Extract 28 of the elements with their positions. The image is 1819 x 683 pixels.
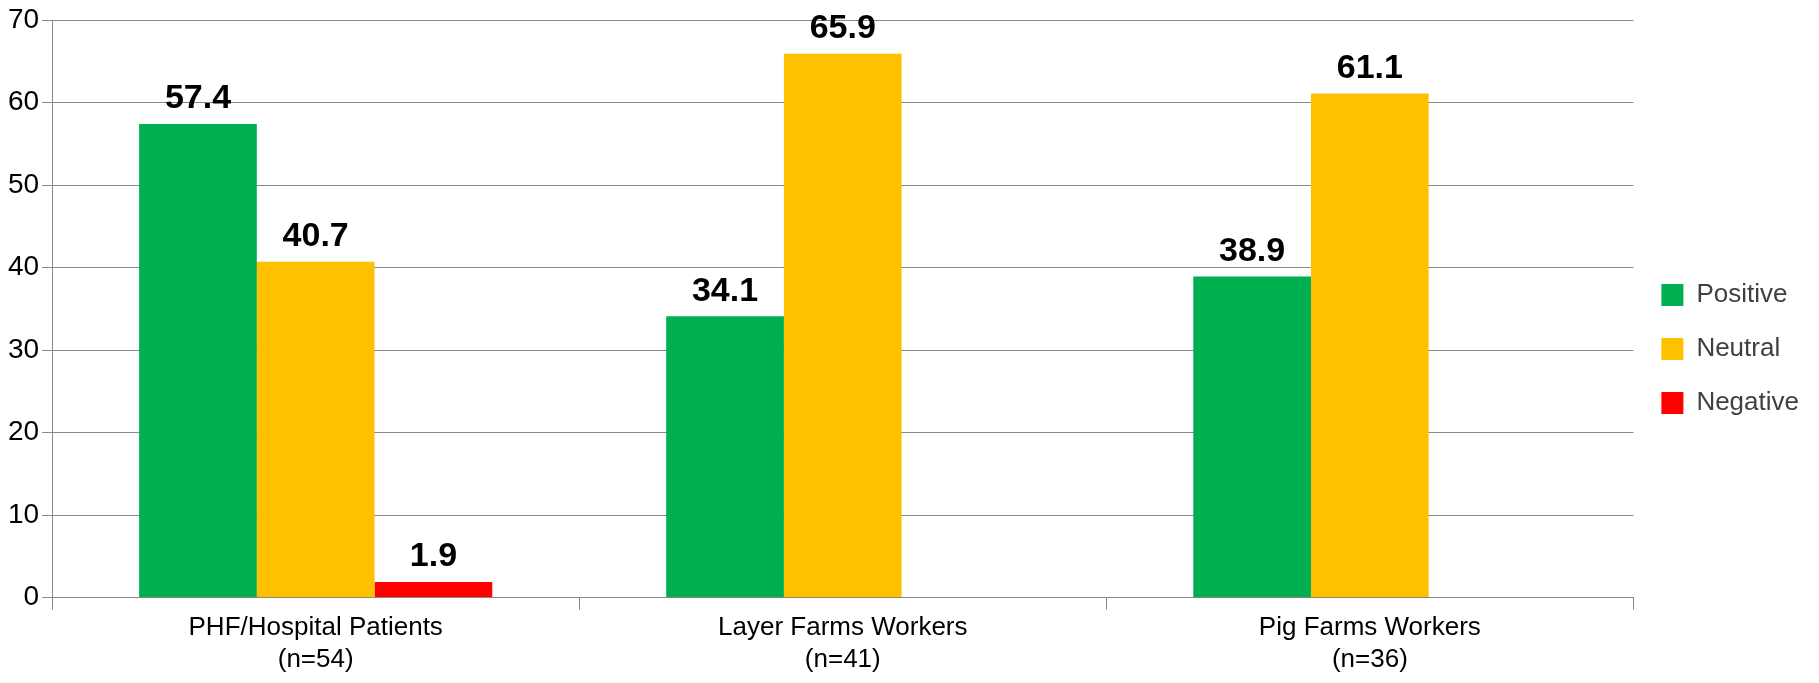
- bar: [374, 581, 493, 598]
- data-label: 57.4: [164, 77, 232, 116]
- y-tick-label: 0: [23, 580, 40, 612]
- legend-label: Positive: [1696, 278, 1788, 309]
- data-label: 65.9: [809, 7, 876, 46]
- y-tick-label: 40: [7, 250, 40, 282]
- y-tick-label: 20: [7, 415, 40, 447]
- bar: [783, 53, 902, 598]
- data-label: 38.9: [1219, 229, 1286, 268]
- x-tick-label: PHF/Hospital Patients (n=54): [188, 611, 443, 673]
- y-tick-label: 70: [7, 2, 40, 34]
- data-label: 1.9: [409, 535, 458, 574]
- bar: [666, 316, 784, 598]
- x-tick-label: Layer Farms Workers (n=41): [718, 611, 968, 673]
- y-tick-label: 50: [7, 167, 40, 199]
- bar: [256, 261, 375, 598]
- y-tick-label: 60: [7, 85, 40, 117]
- legend-label: Negative: [1696, 386, 1800, 417]
- data-label: 61.1: [1336, 46, 1403, 85]
- bar: [1193, 276, 1311, 598]
- bar: [139, 123, 257, 598]
- legend-label: Neutral: [1696, 332, 1781, 363]
- x-tick-label: Pig Farms Workers (n=36): [1258, 611, 1481, 673]
- bar: [1310, 93, 1429, 598]
- y-tick-label: 30: [7, 332, 40, 364]
- data-label: 34.1: [691, 269, 759, 308]
- y-tick-label: 10: [7, 497, 40, 529]
- data-label: 40.7: [282, 215, 349, 254]
